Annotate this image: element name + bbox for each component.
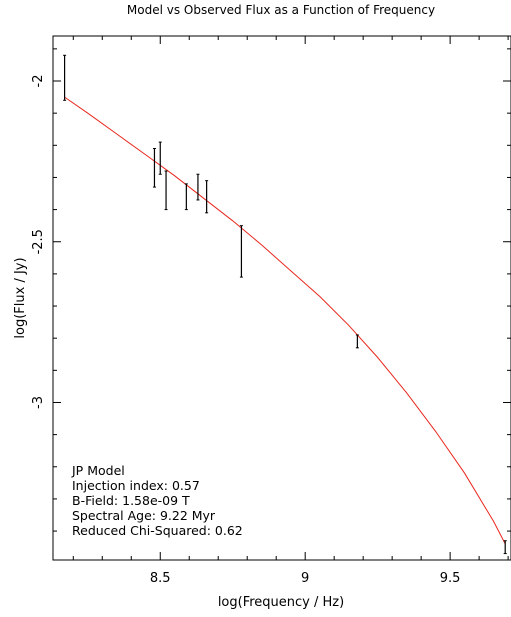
annotation-line: B-Field: 1.58e-09 T — [72, 493, 190, 508]
observed-data-point — [158, 141, 162, 175]
model-curve-line — [64, 96, 506, 545]
observed-data-point — [164, 170, 168, 211]
observed-points-group — [63, 54, 507, 555]
chart-title: Model vs Observed Flux as a Function of … — [127, 3, 435, 17]
y-tick-label: -2.5 — [31, 229, 46, 254]
observed-data-point — [63, 54, 67, 101]
observed-data-point — [205, 180, 209, 214]
observed-data-point — [355, 334, 359, 349]
y-tick-label: -2 — [31, 75, 46, 88]
x-tick-label: 8.5 — [150, 571, 171, 586]
model-curve-group — [64, 96, 506, 545]
observed-data-point — [503, 540, 507, 555]
y-tick-label: -3 — [31, 396, 46, 409]
annotation-line: Reduced Chi-Squared: 0.62 — [72, 523, 243, 538]
plot-border — [52, 35, 511, 561]
observed-data-point — [196, 173, 200, 201]
annotation-line: Spectral Age: 9.22 Myr — [72, 508, 216, 523]
x-axis-label: log(Frequency / Hz) — [218, 595, 344, 610]
x-tick-label: 9.5 — [440, 571, 461, 586]
annotation-line: JP Model — [71, 463, 125, 478]
axis-ticks: 8.5 9 9.5 -2 -2.5 -3 — [31, 36, 511, 586]
observed-data-point — [152, 148, 156, 188]
observed-data-point — [239, 225, 243, 278]
x-tick-label: 9 — [301, 571, 309, 586]
observed-data-point — [184, 183, 188, 211]
y-axis-label: log(Flux / Jy) — [13, 257, 28, 338]
annotation-line: Injection index: 0.57 — [72, 478, 200, 493]
plot-frame — [52, 35, 511, 561]
